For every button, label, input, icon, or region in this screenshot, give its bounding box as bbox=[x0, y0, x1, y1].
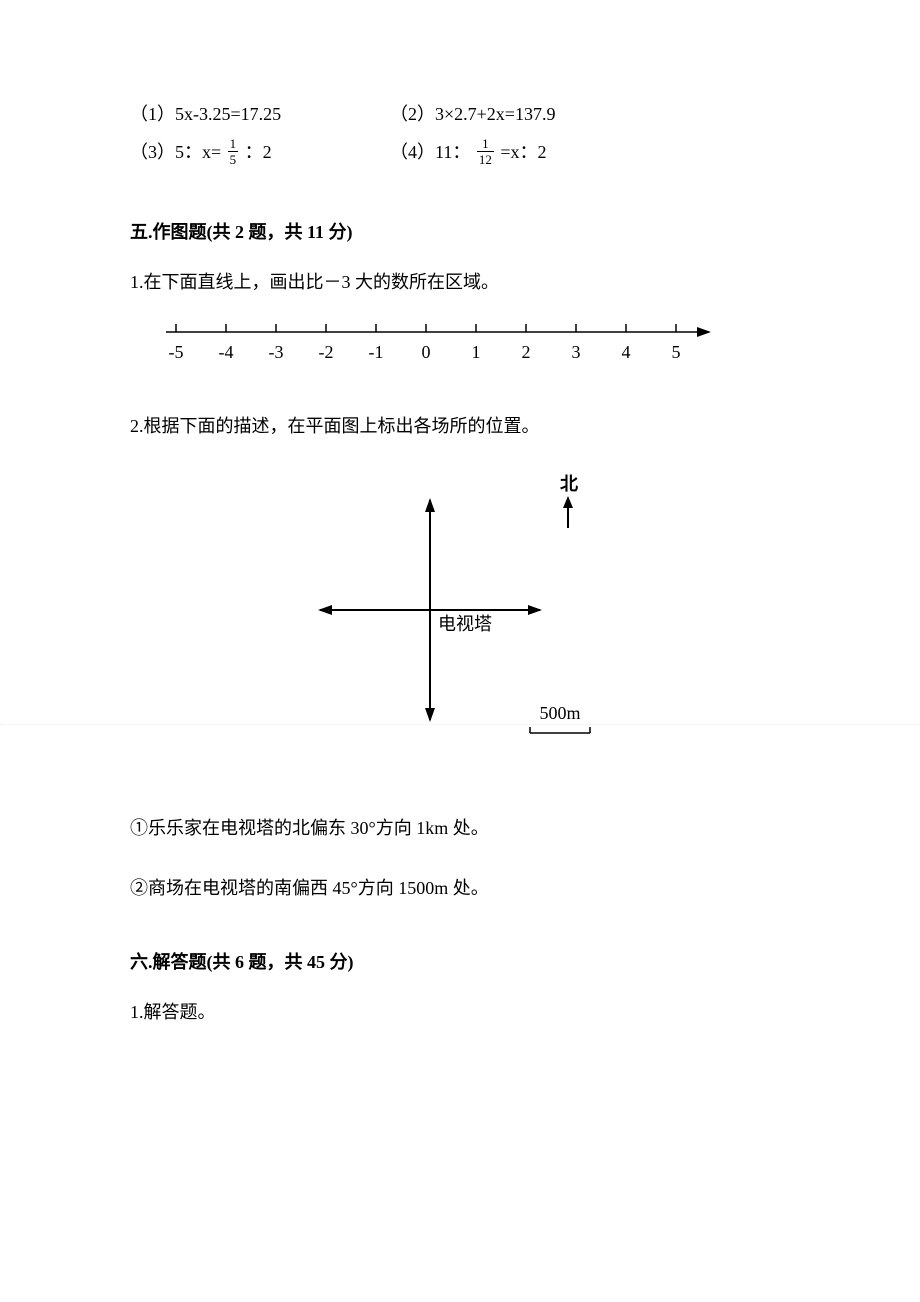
svg-text:4: 4 bbox=[622, 342, 631, 362]
fraction-numerator: 1 bbox=[477, 137, 494, 152]
section-5-sub1: ①乐乐家在电视塔的北偏东 30°方向 1km 处。 bbox=[130, 812, 810, 844]
equation-1: （1）5x-3.25=17.25 bbox=[130, 100, 390, 128]
equation-2: （2）3×2.7+2x=137.9 bbox=[390, 100, 555, 128]
svg-text:1: 1 bbox=[472, 342, 481, 362]
fraction-denominator: 12 bbox=[477, 152, 494, 166]
svg-text:3: 3 bbox=[572, 342, 581, 362]
section-6-q1: 1.解答题。 bbox=[130, 996, 810, 1028]
section-5-title: 五.作图题(共 2 题，共 11 分) bbox=[130, 218, 810, 244]
fraction-denominator: 5 bbox=[228, 152, 239, 166]
equation-3: （3）5：x= 15 ：2 bbox=[130, 138, 390, 168]
svg-text:0: 0 bbox=[422, 342, 431, 362]
svg-text:北: 北 bbox=[560, 474, 578, 494]
faint-divider bbox=[0, 724, 920, 725]
svg-text:电视塔: 电视塔 bbox=[438, 614, 492, 634]
fraction: 112 bbox=[477, 137, 494, 166]
number-line-svg: -5 -4 -3 -2 -1 0 1 2 3 4 5 bbox=[156, 316, 716, 380]
section-5-sub2: ②商场在电视塔的南偏西 45°方向 1500m 处。 bbox=[130, 872, 810, 904]
equation-row: （1）5x-3.25=17.25 （2）3×2.7+2x=137.9 bbox=[130, 100, 810, 128]
svg-text:-2: -2 bbox=[319, 342, 334, 362]
equations-block: （1）5x-3.25=17.25 （2）3×2.7+2x=137.9 （3）5：… bbox=[130, 100, 810, 168]
section-6-title: 六.解答题(共 6 题，共 45 分) bbox=[130, 948, 810, 974]
svg-text:-4: -4 bbox=[219, 342, 234, 362]
number-line-diagram: -5 -4 -3 -2 -1 0 1 2 3 4 5 bbox=[156, 316, 810, 380]
svg-text:2: 2 bbox=[522, 342, 531, 362]
svg-text:5: 5 bbox=[672, 342, 681, 362]
fraction-numerator: 1 bbox=[228, 137, 239, 152]
eq3-suffix: ：2 bbox=[240, 142, 272, 162]
svg-text:500m: 500m bbox=[539, 703, 580, 723]
svg-text:-1: -1 bbox=[369, 342, 384, 362]
eq4-suffix: =x：2 bbox=[496, 142, 547, 162]
eq4-prefix: （4）11： bbox=[390, 142, 475, 162]
svg-text:-3: -3 bbox=[269, 342, 284, 362]
section-5-q1: 1.在下面直线上，画出比－3 大的数所在区域。 bbox=[130, 266, 810, 298]
equation-row: （3）5：x= 15 ：2 （4）11： 112 =x：2 bbox=[130, 138, 810, 168]
eq3-prefix: （3）5：x= bbox=[130, 142, 226, 162]
section-5-q2: 2.根据下面的描述，在平面图上标出各场所的位置。 bbox=[130, 410, 810, 442]
fraction: 15 bbox=[228, 137, 239, 166]
svg-text:-5: -5 bbox=[169, 342, 184, 362]
equation-4: （4）11： 112 =x：2 bbox=[390, 138, 547, 168]
